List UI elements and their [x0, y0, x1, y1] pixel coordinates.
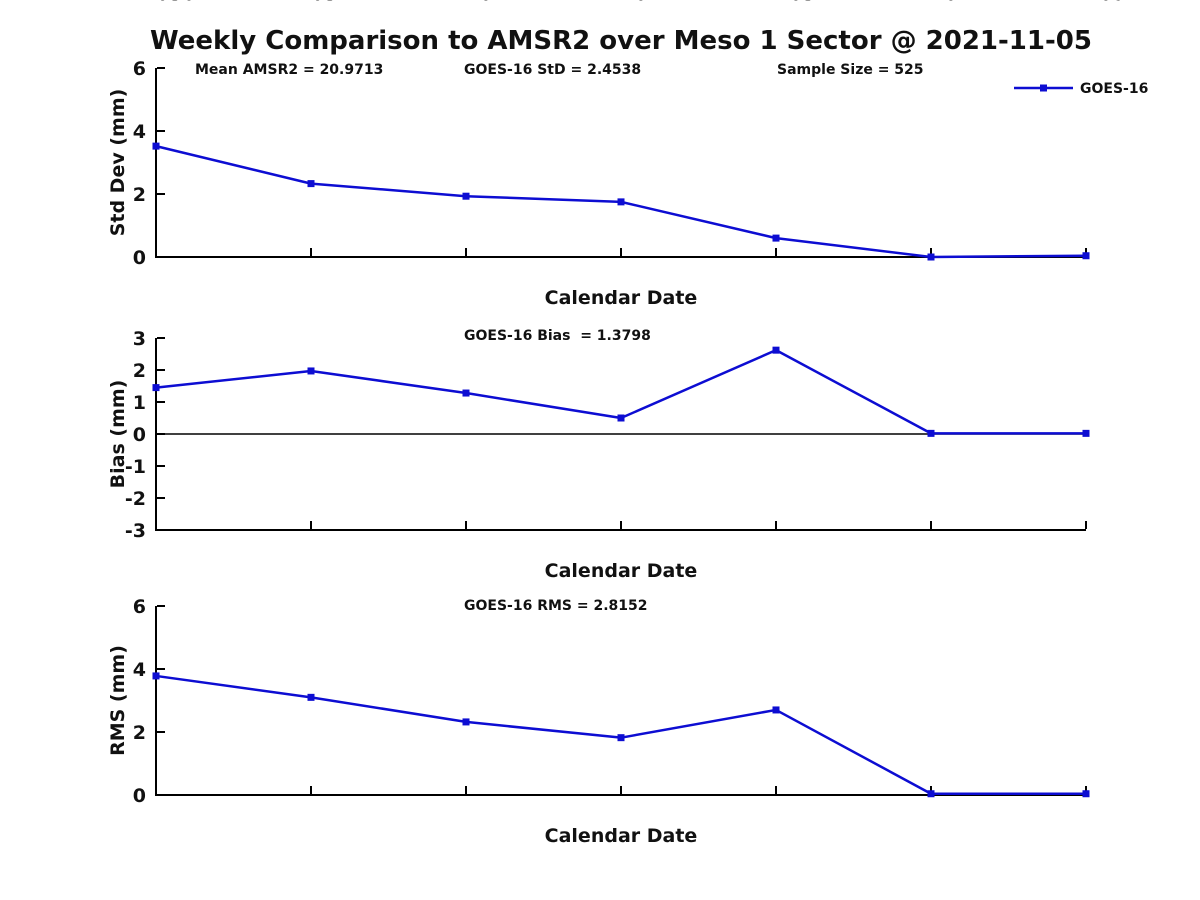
series-marker [152, 672, 160, 680]
x-axis-label: Calendar Date [545, 825, 698, 847]
y-tick-label: -2 [125, 488, 146, 510]
x-tick-label: 211031 [271, 0, 350, 5]
x-tick-label: 211105 [1046, 0, 1125, 5]
x-tick-label: 211030 [116, 0, 195, 5]
y-tick-label: 1 [133, 392, 146, 414]
series-marker [462, 192, 470, 200]
y-tick-label: -3 [125, 520, 146, 542]
y-tick-label: 2 [133, 184, 146, 206]
y-tick-label: 2 [133, 360, 146, 382]
y-tick-label: 0 [133, 785, 146, 807]
y-tick-label: 0 [133, 247, 146, 269]
series-marker [307, 180, 315, 188]
x-tick-label: 211104 [891, 0, 970, 5]
series-marker [617, 198, 625, 206]
y-tick-label: 4 [133, 121, 146, 143]
series-marker [927, 429, 935, 437]
x-tick-label: 211101 [426, 0, 505, 5]
series-marker [927, 790, 935, 798]
series-marker [772, 234, 780, 242]
chart-rms: 0 2 4 6 211030 211031 211101 211102 211103 211104… [107, 0, 1126, 847]
axis-lines [155, 68, 1086, 258]
annotation-text: GOES-16 StD = 2.4538 [464, 62, 641, 78]
chart-std-dev: 0 2 4 6 211030 211031 211101 211102 211103 211104… [107, 0, 1148, 309]
legend: GOES-16 [1014, 81, 1148, 97]
y-tick-label: 2 [133, 722, 146, 744]
series-marker [1082, 429, 1090, 437]
annotation-text: Mean AMSR2 = 20.9713 [195, 62, 383, 78]
x-tick-label: 211102 [581, 0, 660, 5]
y-tick-label: 6 [133, 58, 146, 80]
series-marker [462, 389, 470, 397]
x-tick-label: 211104 [891, 0, 970, 5]
x-tick-label: 211031 [271, 0, 350, 5]
series-marker [1082, 790, 1090, 798]
x-tick-label: 211105 [1046, 0, 1125, 5]
x-tick-label: 211030 [116, 0, 195, 5]
x-tick-label: 211101 [426, 0, 505, 5]
x-tick-label: 211103 [736, 0, 815, 5]
y-tick-label: 4 [133, 659, 146, 681]
x-tick-label: 211104 [891, 0, 970, 5]
series-marker [1082, 252, 1090, 260]
y-tick-label: -1 [125, 456, 146, 478]
y-axis-label: Std Dev (mm) [107, 89, 129, 237]
x-tick-label: 211103 [736, 0, 815, 5]
figure-title: Weekly Comparison to AMSR2 over Meso 1 S… [150, 26, 1092, 56]
y-axis-label: RMS (mm) [107, 645, 129, 756]
axis-lines [155, 338, 1086, 531]
legend-marker [1040, 84, 1047, 92]
x-axis-label: Calendar Date [545, 560, 698, 582]
series-marker [152, 384, 160, 392]
y-axis-label: Bias (mm) [107, 380, 129, 489]
annotation-text: GOES-16 RMS = 2.8152 [464, 598, 648, 614]
x-tick-label: 211031 [271, 0, 350, 5]
chart-bias: -3 -2 -1 0 1 2 3 211030 211031 211101 211102 211103… [107, 0, 1126, 582]
y-tick-label: 3 [133, 328, 146, 350]
series-marker [307, 367, 315, 375]
series-marker [617, 414, 625, 422]
series-marker [307, 693, 315, 701]
x-tick-label: 211103 [736, 0, 815, 5]
series-marker [927, 253, 935, 261]
x-tick-label: 211102 [581, 0, 660, 5]
x-tick-label: 211102 [581, 0, 660, 5]
legend-label: GOES-16 [1080, 81, 1148, 97]
x-axis-label: Calendar Date [545, 287, 698, 309]
series-marker [772, 346, 780, 354]
series-marker [462, 718, 470, 726]
series-marker [772, 706, 780, 714]
annotation-text: GOES-16 Bias = 1.3798 [464, 328, 651, 344]
y-tick-label: 6 [133, 596, 146, 618]
y-tick-label: 0 [133, 424, 146, 446]
axis-lines [155, 606, 1086, 796]
annotation-text: Sample Size = 525 [777, 62, 924, 78]
x-tick-label: 211030 [116, 0, 195, 5]
series-marker [617, 734, 625, 742]
series-marker [152, 142, 160, 150]
x-tick-label: 211105 [1046, 0, 1125, 5]
x-tick-label: 211101 [426, 0, 505, 5]
